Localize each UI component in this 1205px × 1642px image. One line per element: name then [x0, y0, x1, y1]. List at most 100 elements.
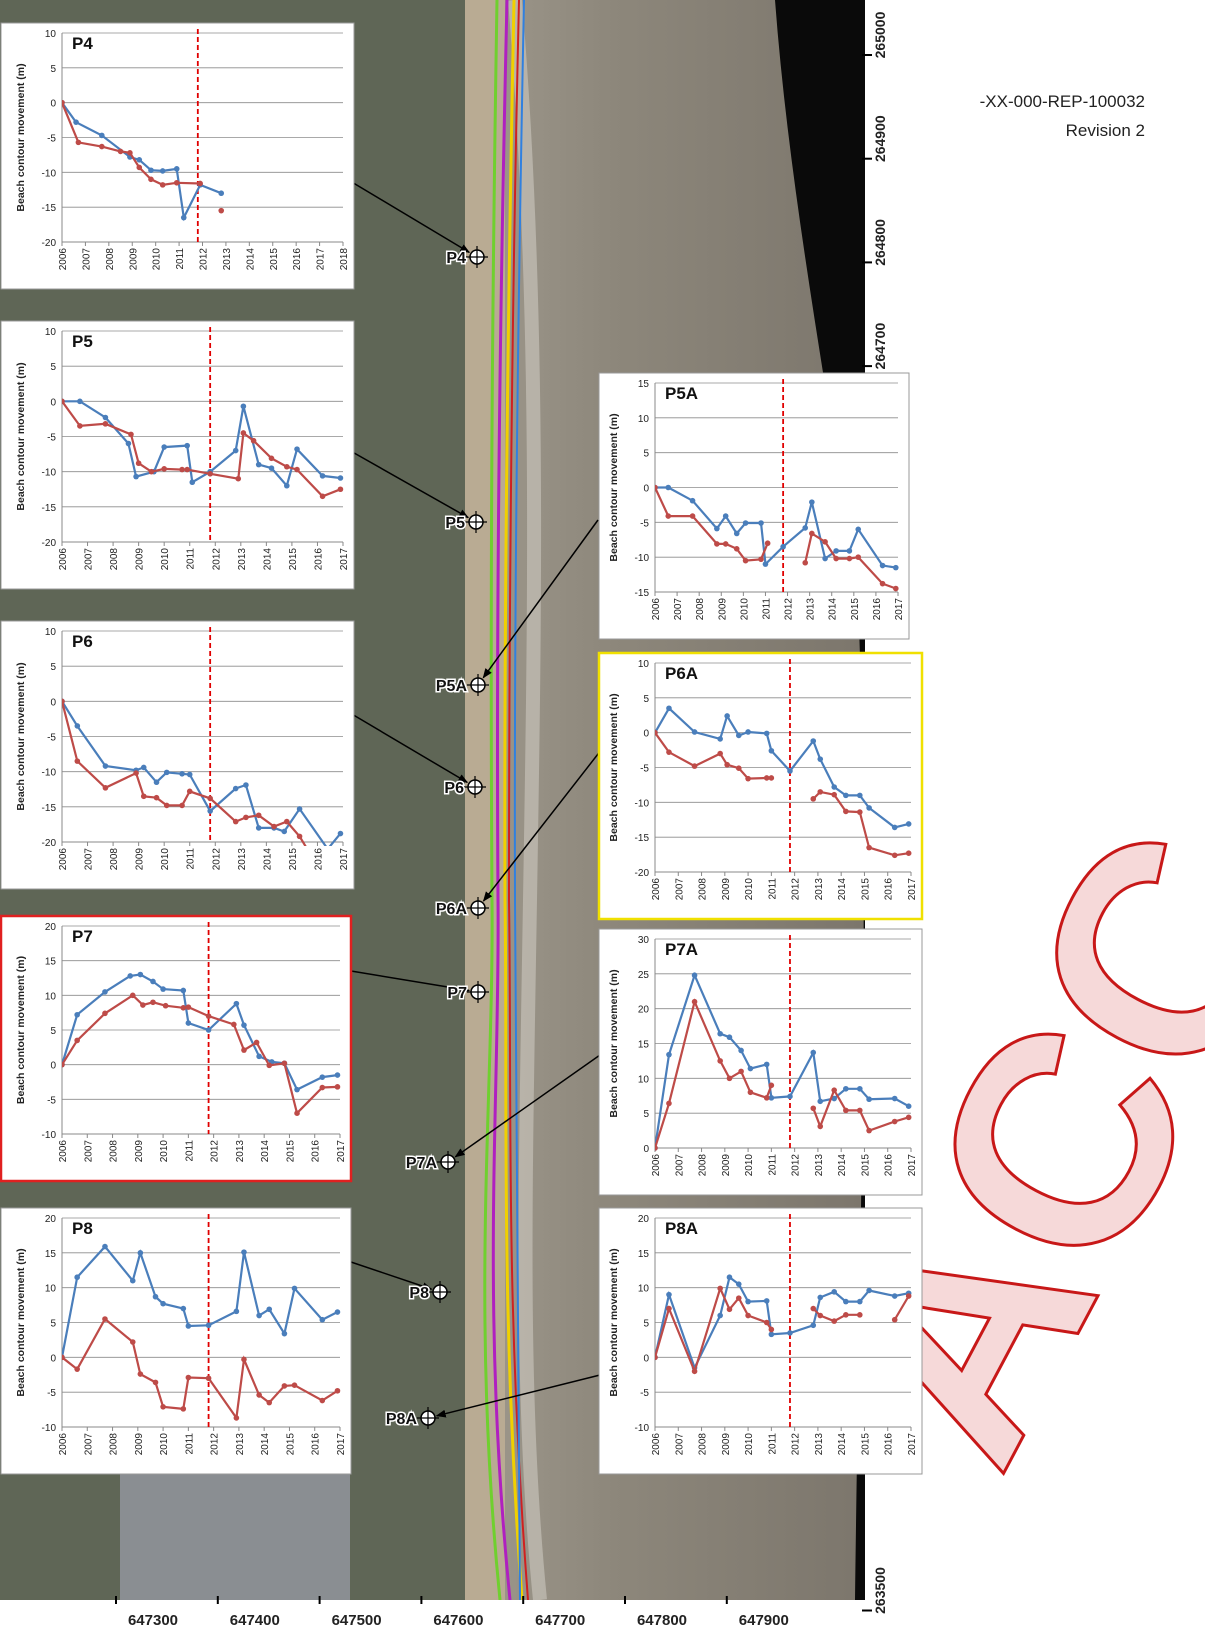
data-point: [233, 1415, 240, 1421]
data-point: [726, 1034, 733, 1041]
profile-cross: [467, 897, 489, 919]
data-point: [891, 824, 898, 831]
chart-frame: [598, 372, 910, 640]
y-tick-label: 5: [50, 1319, 56, 1330]
y-tick-label: 10: [638, 414, 650, 425]
x-tick-label: 2006: [58, 1140, 69, 1163]
x-tick-label: 2010: [152, 248, 163, 271]
x-tick-label: 2015: [288, 548, 299, 571]
y-tick-label: 20: [45, 1214, 57, 1225]
data-point: [666, 1305, 672, 1312]
x-tick-label: 2011: [767, 878, 778, 900]
data-point: [148, 176, 154, 183]
data-point: [763, 1298, 770, 1304]
x-tick-label: 2013: [237, 848, 248, 871]
data-point: [179, 770, 185, 777]
chart-title: P4: [72, 34, 93, 53]
x-tick-label: 2016: [884, 1433, 895, 1456]
x-tick-label: 2006: [651, 878, 662, 901]
data-point: [817, 1312, 824, 1319]
profile-cross: [467, 981, 489, 1003]
data-point: [148, 468, 155, 475]
x-tick-label: 2016: [311, 1433, 322, 1456]
profile-label: P4: [446, 250, 466, 267]
data-point: [733, 530, 740, 537]
data-point: [831, 791, 837, 798]
y-axis-title: Beach contour movement (m): [15, 362, 27, 510]
data-point: [717, 1312, 723, 1319]
callout-arrow: [339, 174, 471, 254]
data-point: [768, 775, 775, 781]
data-point: [163, 769, 170, 776]
document-id: -XX-000-REP-100032: [980, 92, 1145, 111]
data-point: [185, 1374, 192, 1381]
data-point: [180, 1305, 187, 1312]
profile-label: P5A: [436, 678, 468, 695]
data-point: [125, 440, 132, 447]
data-point: [831, 784, 837, 790]
data-point: [763, 1061, 770, 1068]
data-point: [205, 1027, 212, 1033]
y-tick-label: 0: [643, 484, 649, 495]
data-point: [133, 473, 139, 480]
data-point: [717, 1058, 723, 1064]
data-point: [294, 1086, 300, 1093]
y-axis-title: Beach contour movement (m): [608, 413, 620, 561]
x-tick-label: 2011: [767, 1433, 778, 1455]
easting-label: 647900: [739, 1612, 789, 1629]
data-point: [140, 764, 147, 771]
data-point: [102, 414, 109, 421]
data-point: [905, 1114, 912, 1121]
chart-panel: -15 -10 -5 0 5 10 15 2006 2007 2008 2009 2010 2011 20…: [598, 372, 910, 640]
data-point: [74, 1274, 80, 1281]
data-point: [153, 779, 160, 786]
profile-cross: [437, 1151, 459, 1173]
y-tick-label: -15: [635, 833, 650, 844]
data-point: [762, 561, 769, 567]
data-point: [99, 143, 105, 150]
y-tick-label: 0: [643, 729, 649, 740]
data-point: [768, 747, 775, 754]
data-point: [179, 802, 185, 809]
northing-label: 265000: [872, 11, 888, 58]
x-tick-label: 2014: [837, 1433, 848, 1456]
data-point: [255, 812, 262, 819]
data-point: [135, 460, 142, 467]
y-tick-label: 5: [643, 1319, 649, 1330]
y-tick-label: 0: [50, 697, 56, 708]
x-tick-label: 2009: [134, 1433, 145, 1456]
chart-title: P5: [72, 332, 93, 351]
profile-cross: [417, 1407, 439, 1429]
x-tick-label: 2011: [184, 1433, 195, 1455]
data-point: [810, 1322, 817, 1329]
data-point: [140, 793, 147, 800]
data-point: [117, 148, 124, 155]
y-tick-label: 0: [50, 397, 56, 408]
data-point: [161, 466, 167, 472]
x-tick-label: 2014: [260, 1140, 271, 1163]
x-tick-label: 2007: [674, 878, 685, 901]
chart-title: P8A: [665, 1219, 698, 1238]
data-point: [256, 1392, 262, 1398]
data-point: [74, 758, 81, 764]
data-point: [127, 150, 133, 156]
x-tick-label: 2010: [744, 1154, 755, 1177]
x-tick-label: 2007: [84, 848, 95, 871]
x-tick-label: 2013: [814, 1433, 825, 1456]
x-tick-label: 2015: [860, 878, 871, 901]
profile-cross: [464, 776, 486, 798]
data-point: [189, 479, 196, 486]
data-point: [745, 775, 751, 782]
data-point: [140, 1002, 146, 1008]
data-point: [334, 1084, 341, 1090]
data-point: [879, 580, 886, 587]
contour-green: [483, 0, 502, 1601]
data-point: [891, 852, 898, 859]
x-tick-label: 2006: [58, 1433, 69, 1456]
x-tick-label: 2006: [58, 848, 69, 871]
data-point: [162, 1002, 169, 1009]
x-tick-label: 2017: [894, 598, 905, 621]
data-point: [281, 1060, 288, 1067]
data-point: [745, 1298, 751, 1305]
data-point: [891, 1293, 898, 1299]
